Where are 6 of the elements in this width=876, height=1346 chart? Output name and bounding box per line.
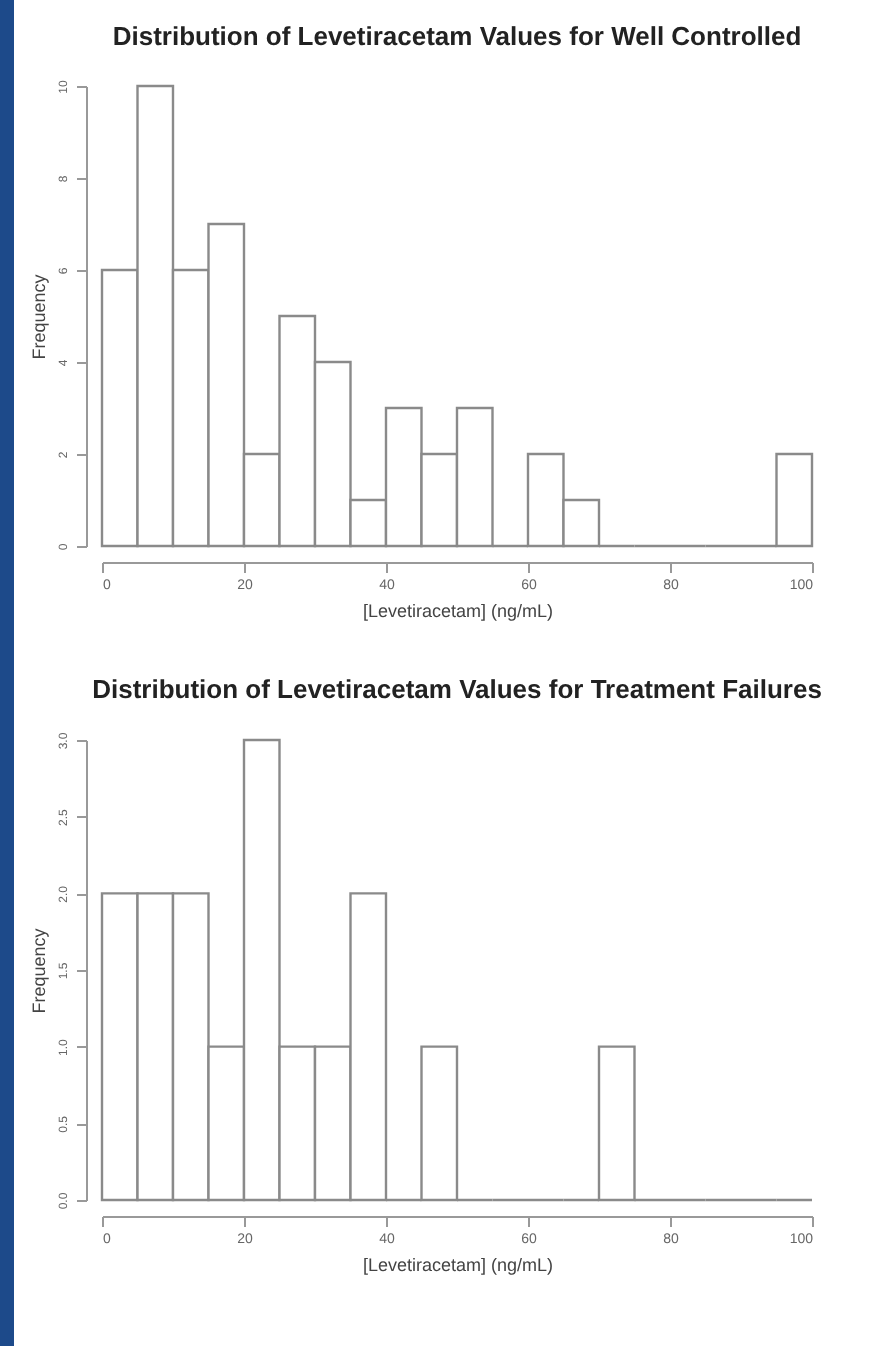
x-axis-title: [Levetiracetam] (ng/mL) <box>362 601 554 621</box>
chart-title: Distribution of Levetiracetam Values for Well Controlled <box>112 21 802 52</box>
y-axis-title: Frequency <box>29 273 49 360</box>
x-axis-title: [Levetiracetam] (ng/mL) <box>362 1255 554 1275</box>
chart-title: Distribution of Levetiracetam Values for Treatment Failures <box>92 673 822 704</box>
y-axis-title: Frequency <box>29 927 49 1014</box>
